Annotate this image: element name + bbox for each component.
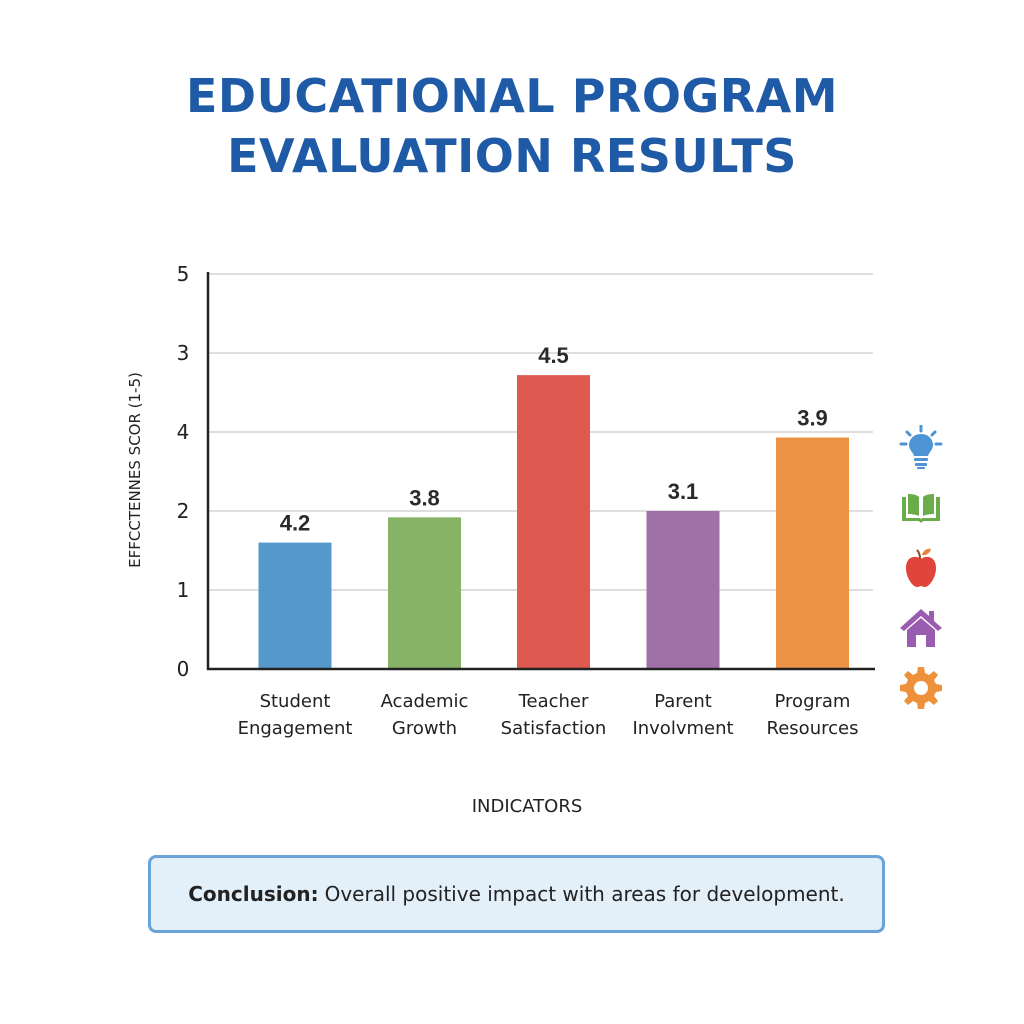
conclusion-box: Conclusion: Overall positive impact with… — [148, 855, 885, 933]
y-tick-label: 4 — [177, 420, 190, 444]
y-tick-labels: 0 1 2 4 3 5 — [177, 262, 190, 681]
value-label: 3.8 — [409, 485, 440, 510]
gear-icon — [900, 667, 942, 709]
y-tick-label: 3 — [177, 341, 190, 365]
lightbulb-icon — [899, 425, 943, 469]
y-tick-label: 0 — [177, 657, 190, 681]
bar — [258, 542, 332, 669]
y-tick-label: 1 — [177, 578, 190, 602]
bar — [388, 517, 461, 669]
y-tick-label: 5 — [177, 262, 190, 286]
x-tick-label-line: Parent — [654, 691, 712, 712]
x-tick-label: Teacher Satisfaction — [484, 688, 624, 742]
x-tick-label-line: Engagement — [237, 718, 353, 739]
x-tick-label: Parent Involvment — [613, 688, 753, 742]
conclusion-label: Conclusion: — [188, 882, 319, 906]
value-labels: 4.2 3.8 4.5 3.1 3.9 — [280, 343, 828, 535]
icon-legend — [898, 425, 944, 725]
value-label: 4.5 — [538, 343, 569, 368]
chart-title: EDUCATIONAL PROGRAM EVALUATION RESULTS — [0, 66, 1024, 186]
value-label: 3.1 — [668, 479, 699, 504]
x-tick-label-line: Student — [259, 691, 331, 712]
value-label: 3.9 — [797, 406, 828, 431]
x-tick-label-line: Involvment — [632, 718, 734, 739]
x-tick-label-line: Resources — [766, 718, 859, 739]
x-tick-label-line: Growth — [391, 718, 458, 739]
value-label: 4.2 — [280, 511, 311, 536]
bars — [258, 375, 849, 669]
x-tick-label: Program Resources — [743, 688, 883, 742]
y-tick-label: 2 — [177, 499, 190, 523]
bar — [776, 437, 849, 669]
x-tick-label-line: Teacher — [518, 691, 589, 712]
house-icon — [900, 609, 942, 647]
chart-title-line-1: EDUCATIONAL PROGRAM — [185, 69, 839, 123]
y-axis-label: EFFCCTENNES SCOR (1-5) — [126, 372, 144, 568]
bar — [517, 375, 590, 669]
conclusion-text: Overall positive impact with areas for d… — [324, 882, 845, 906]
bar — [646, 511, 720, 669]
x-tick-label: Academic Growth — [355, 688, 495, 742]
x-tick-label-line: Satisfaction — [500, 718, 607, 739]
x-axis-label: INDICATORS — [471, 796, 583, 817]
book-icon — [902, 494, 940, 523]
apple-icon — [906, 548, 936, 587]
x-tick-label-line: Program — [774, 691, 851, 712]
x-tick-label: Student Engagement — [225, 688, 365, 742]
chart-title-line-2: EVALUATION RESULTS — [227, 129, 797, 183]
x-tick-label-line: Academic — [380, 691, 469, 712]
